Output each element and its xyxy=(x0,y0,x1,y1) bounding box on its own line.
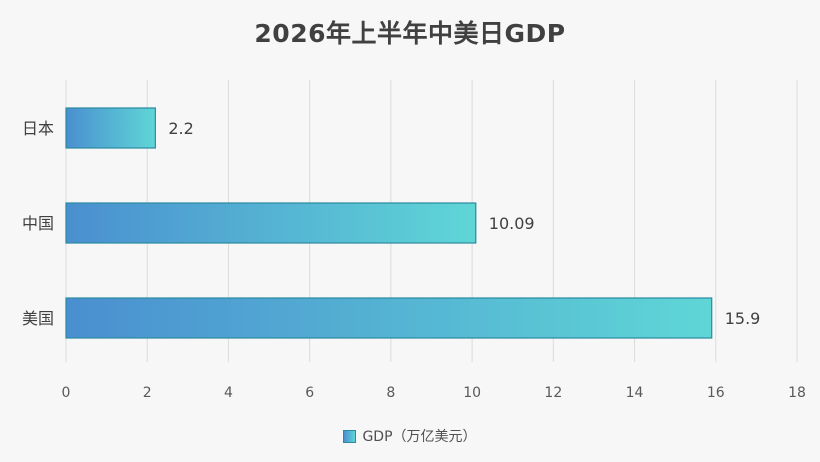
bar xyxy=(65,107,156,149)
x-tick-label: 10 xyxy=(463,385,481,401)
legend-swatch xyxy=(343,429,357,443)
x-tick-label: 12 xyxy=(544,385,562,401)
category-label: 中国 xyxy=(22,214,54,233)
x-tick-label: 0 xyxy=(62,385,71,401)
legend-label: GDP（万亿美元） xyxy=(362,429,477,445)
data-label: 2.2 xyxy=(168,119,193,138)
category-label: 美国 xyxy=(22,309,54,328)
x-tick-label: 14 xyxy=(626,385,644,401)
x-tick-label: 4 xyxy=(224,385,233,401)
data-label: 10.09 xyxy=(489,214,535,233)
data-label: 15.9 xyxy=(725,309,761,328)
x-tick-label: 16 xyxy=(707,385,725,401)
x-tick-label: 8 xyxy=(386,385,395,401)
x-tick-label: 2 xyxy=(143,385,152,401)
chart-title: 2026年上半年中美日GDP xyxy=(254,19,566,48)
bar xyxy=(65,202,477,244)
bar xyxy=(65,297,713,339)
x-tick-label: 6 xyxy=(305,385,314,401)
x-tick-label: 18 xyxy=(788,385,806,401)
category-label: 日本 xyxy=(22,119,54,138)
legend: GDP（万亿美元） xyxy=(0,426,820,446)
